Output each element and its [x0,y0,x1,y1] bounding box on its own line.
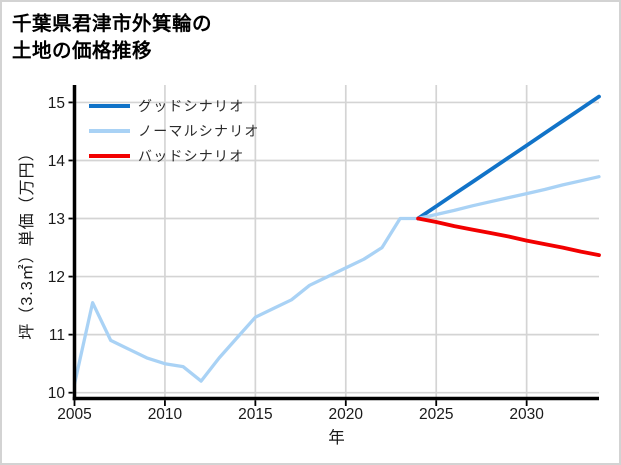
legend-item-bad-scenario: バッドシナリオ [89,149,260,163]
x-axis-label: 年 [328,429,345,447]
series-line-0 [416,94,601,221]
legend-line-swatch-normal [89,129,130,133]
x-tick-label-2010: 2010 [148,406,183,423]
legend-item-good-scenario: グッドシナリオ [89,99,260,113]
x-tick-label-2020: 2020 [329,406,364,423]
legend-label-bad: バッドシナリオ [138,148,245,164]
x-tick-label-2005: 2005 [57,406,91,423]
x-tick-label-2015: 2015 [238,406,272,423]
y-axis-label: 坪（3.3㎡）単価（万円） [19,144,36,340]
legend-label-good: グッドシナリオ [138,98,245,114]
x-tick-label-2030: 2030 [509,406,544,423]
page-title: 千葉県君津市外箕輪の 土地の価格推移 [12,11,212,64]
series-line-1 [72,175,601,386]
y-tick-label-12: 12 [48,269,65,286]
legend-label-normal: ノーマルシナリオ [138,123,260,139]
series-line-2 [416,216,601,258]
y-tick-label-10: 10 [48,385,66,402]
page-title-line2: 土地の価格推移 [12,39,153,62]
y-tick-label-15: 15 [48,95,65,112]
chart-legend: グッドシナリオ ノーマルシナリオ バッドシナリオ [89,99,260,163]
page-title-line1: 千葉県君津市外箕輪の [12,13,213,35]
legend-item-normal-scenario: ノーマルシナリオ [89,124,260,138]
y-tick-label-11: 11 [49,327,65,344]
legend-line-swatch-bad [89,154,130,158]
legend-line-swatch-good [89,104,130,108]
x-tick-label-2025: 2025 [419,406,453,423]
y-tick-label-13: 13 [48,211,65,228]
y-tick-label-14: 14 [48,153,66,170]
